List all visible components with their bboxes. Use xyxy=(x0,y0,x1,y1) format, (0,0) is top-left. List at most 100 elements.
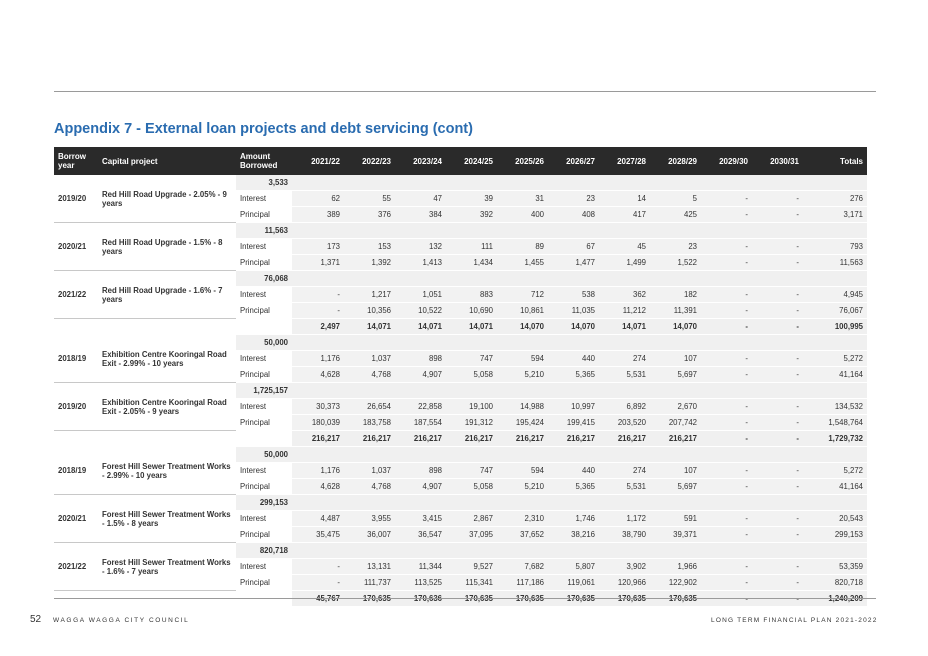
row-label: Interest xyxy=(236,238,292,255)
principal-row: Principal 35,475 36,007 36,547 37,095 37,652 3… xyxy=(54,526,867,543)
value-cell: 274 xyxy=(599,350,650,367)
subtotal-cell: 216,217 xyxy=(650,430,701,447)
value-cell: 1,037 xyxy=(344,350,395,367)
value-cell: - xyxy=(701,462,752,479)
value-cell: 440 xyxy=(548,350,599,367)
interest-row: Interest 173 153 132 111 89 67 45 23- -793 xyxy=(54,238,867,255)
value-cell: 1,434 xyxy=(446,254,497,271)
subtotal-cell: 2,497 xyxy=(292,318,344,335)
value-cell: - xyxy=(752,206,803,223)
value-cell: 55 xyxy=(344,190,395,207)
interest-row: Interest 1,176 1,037 898 747 594 440 274 107- -5,… xyxy=(54,350,867,367)
header-amount-borrowed: Amount Borrowed xyxy=(236,147,292,175)
value-cell: - xyxy=(752,286,803,303)
empty-cell xyxy=(650,446,701,463)
value-cell: 187,554 xyxy=(395,414,446,431)
value-cell: - xyxy=(701,510,752,527)
value-cell: - xyxy=(752,462,803,479)
value-cell: 36,007 xyxy=(344,526,395,543)
empty-cell xyxy=(803,542,867,559)
subtotal-cell: 14,070 xyxy=(548,318,599,335)
empty-cell xyxy=(395,222,446,239)
subtotal-cell: 14,071 xyxy=(599,318,650,335)
value-cell: 4,487 xyxy=(292,510,344,527)
value-cell: 39,371 xyxy=(650,526,701,543)
value-cell: - xyxy=(292,286,344,303)
value-cell: 195,424 xyxy=(497,414,548,431)
value-cell: 389 xyxy=(292,206,344,223)
total-cell: 4,945 xyxy=(803,286,867,303)
amount-borrowed-cell: 50,000 xyxy=(236,334,292,351)
empty-cell xyxy=(446,175,497,191)
empty-cell xyxy=(548,270,599,287)
empty-cell xyxy=(292,270,344,287)
value-cell: 45 xyxy=(599,238,650,255)
value-cell: 1,477 xyxy=(548,254,599,271)
value-cell: - xyxy=(701,254,752,271)
value-cell: 38,790 xyxy=(599,526,650,543)
value-cell: - xyxy=(701,302,752,319)
value-cell: 39 xyxy=(446,190,497,207)
value-cell: 594 xyxy=(497,350,548,367)
value-cell: 10,861 xyxy=(497,302,548,319)
value-cell: 113,525 xyxy=(395,574,446,591)
value-cell: - xyxy=(701,414,752,431)
value-cell: 31 xyxy=(497,190,548,207)
header-year: 2028/29 xyxy=(650,147,701,175)
empty-cell xyxy=(599,334,650,351)
principal-row: Principal -10,356 10,522 10,690 10,861 11,035… xyxy=(54,302,867,319)
value-cell: 417 xyxy=(599,206,650,223)
header-amount-line2: Borrowed xyxy=(240,161,278,170)
total-cell: 820,718 xyxy=(803,574,867,591)
value-cell: 4,628 xyxy=(292,366,344,383)
value-cell: - xyxy=(752,190,803,207)
empty-cell xyxy=(344,222,395,239)
principal-row: Principal 4,628 4,768 4,907 5,058 5,210 5,365 5… xyxy=(54,366,867,383)
value-cell: 425 xyxy=(650,206,701,223)
value-cell: 26,654 xyxy=(344,398,395,415)
value-cell: 153 xyxy=(344,238,395,255)
empty-cell xyxy=(701,222,752,239)
subtotal-cell: - xyxy=(701,318,752,335)
row-label: Interest xyxy=(236,398,292,415)
value-cell: 591 xyxy=(650,510,701,527)
empty-cell xyxy=(752,270,803,287)
value-cell: - xyxy=(752,510,803,527)
subtotal-cell: 14,071 xyxy=(446,318,497,335)
header-capital-project: Capital project xyxy=(98,147,236,175)
value-cell: 7,682 xyxy=(497,558,548,575)
principal-row: Principal 1,371 1,392 1,413 1,434 1,455 1,477 1… xyxy=(54,254,867,271)
total-cell: 299,153 xyxy=(803,526,867,543)
value-cell: 191,312 xyxy=(446,414,497,431)
value-cell: - xyxy=(701,206,752,223)
empty-cell xyxy=(395,270,446,287)
header-borrow-year: Borrow year xyxy=(54,147,98,175)
row-label: Principal xyxy=(236,414,292,431)
total-cell: 5,272 xyxy=(803,350,867,367)
amount-borrowed-cell: 50,000 xyxy=(236,446,292,463)
value-cell: 362 xyxy=(599,286,650,303)
value-cell: - xyxy=(752,414,803,431)
value-cell: 1,522 xyxy=(650,254,701,271)
subtotal-cell: 14,070 xyxy=(650,318,701,335)
empty-cell xyxy=(292,382,344,399)
value-cell: 67 xyxy=(548,238,599,255)
value-cell: 1,037 xyxy=(344,462,395,479)
empty-cell xyxy=(599,446,650,463)
empty-cell xyxy=(497,542,548,559)
value-cell: - xyxy=(701,574,752,591)
value-cell: 10,356 xyxy=(344,302,395,319)
amount-borrowed-cell: 76,068 xyxy=(236,270,292,287)
value-cell: - xyxy=(752,478,803,495)
principal-row: Principal 4,628 4,768 4,907 5,058 5,210 5,365 5… xyxy=(54,478,867,495)
principal-row: Principal -111,737 113,525 115,341 117,186 11… xyxy=(54,574,867,591)
value-cell: 89 xyxy=(497,238,548,255)
value-cell: 132 xyxy=(395,238,446,255)
total-cell: 134,532 xyxy=(803,398,867,415)
row-label: Interest xyxy=(236,510,292,527)
empty-cell xyxy=(701,446,752,463)
table-body: 2019/20 Red Hill Road Upgrade - 2.05% - 9… xyxy=(54,175,867,607)
value-cell: 5,210 xyxy=(497,366,548,383)
value-cell: 5,807 xyxy=(548,558,599,575)
header-totals: Totals xyxy=(803,147,867,175)
